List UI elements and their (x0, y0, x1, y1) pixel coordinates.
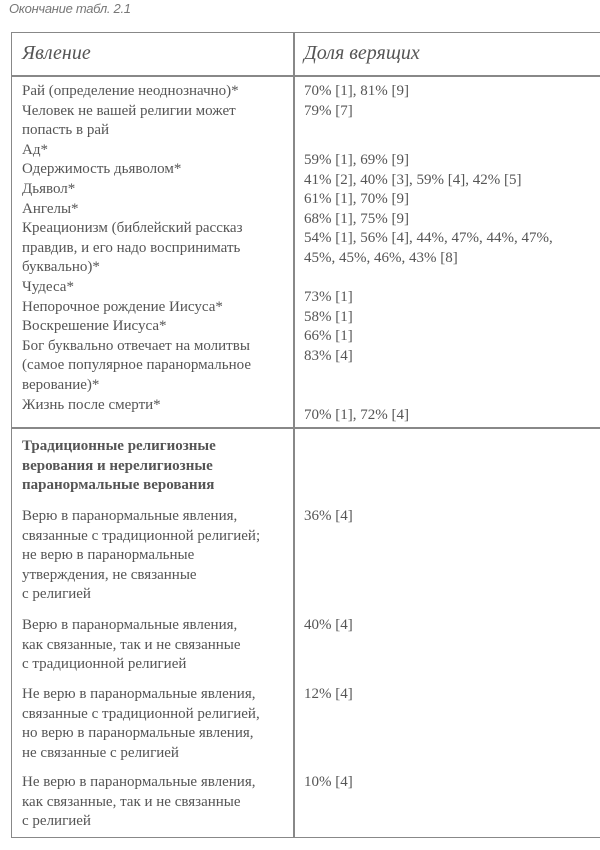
text-line: 45%, 45%, 46%, 43% [8] (304, 249, 458, 266)
text-line: утверждения, не связанные (22, 566, 197, 583)
text-line: не верю в паранормальные (22, 547, 195, 564)
data-table (11, 32, 600, 838)
section1-values-b: 59% [1], 69% [9] 41% [2], 40% [3], 59% [4… (304, 151, 553, 269)
section2-item-label: Не верю в паранормальные явления, как свя… (22, 773, 255, 832)
text-line: 68% [1], 75% [9] (304, 210, 409, 227)
text-line: связанные с традиционной религией, (22, 705, 260, 722)
text-line: Одержимость дьяволом* (22, 161, 182, 178)
text-line: 70% [1], 81% [9] (304, 83, 409, 99)
table-caption: Окончание табл. 2.1 (9, 1, 131, 16)
text-line: 61% [1], 70% [9] (304, 191, 409, 208)
section2-heading: Традиционные религиозные верования и нере… (22, 437, 216, 496)
text-line: Креационизм (библейский рассказ (22, 220, 243, 237)
section1-phenomena: Рай (определение неоднозначно)* Человек н… (22, 82, 251, 415)
text-line: Верю в паранормальные явления, (22, 508, 238, 524)
section2-item-label: Верю в паранормальные явления, как связан… (22, 616, 241, 675)
text-line: 58% [1] (304, 308, 353, 325)
text-line: как связанные, так и не связанные (22, 636, 241, 653)
section2-item-value: 12% [4] (304, 686, 353, 702)
text-line: верование)* (22, 376, 100, 393)
text-line: Ангелы* (22, 200, 79, 217)
text-line: 54% [1], 56% [4], 44%, 47%, 44%, 47%, (304, 230, 553, 247)
text-line: Дьявол* (22, 180, 76, 197)
text-line: 41% [2], 40% [3], 59% [4], 42% [5] (304, 171, 522, 188)
text-line: с религией (22, 586, 91, 603)
text-line: Бог буквально отвечает на молитвы (22, 337, 250, 354)
text-line: с традиционной религией (22, 656, 187, 673)
text-line: Не верю в паранормальные явления, (22, 774, 256, 790)
header-divider (11, 75, 600, 77)
column-divider (293, 32, 295, 838)
section-divider (11, 427, 600, 429)
text-line: 73% [1] (304, 289, 353, 305)
text-line: Рай (определение неоднозначно)* (22, 83, 239, 99)
section1-values-a: 70% [1], 81% [9] 79% [7] (304, 82, 409, 121)
column-header-share: Доля верящих (304, 42, 420, 64)
text-line: но верю в паранормальные явления, (22, 725, 254, 742)
text-line: 66% [1] (304, 328, 353, 345)
text-line: верования и нерелигиозные (22, 457, 213, 474)
section1-values-c: 73% [1] 58% [1] 66% [1] 83% [4] (304, 288, 353, 366)
text-line: Традиционные религиозные (22, 438, 216, 454)
section2-item-value: 10% [4] (304, 774, 353, 790)
section2-item-value: 40% [4] (304, 617, 353, 633)
text-line: 79% [7] (304, 102, 353, 119)
text-line: паранормальные верования (22, 477, 215, 494)
text-line: буквально)* (22, 259, 100, 276)
text-line: Воскрешение Иисуса* (22, 318, 167, 335)
text-line: (самое популярное паранормальное (22, 357, 251, 374)
section2-item-value: 36% [4] (304, 508, 353, 524)
text-line: Непорочное рождение Иисуса* (22, 298, 223, 315)
text-line: 70% [1], 72% [4] (304, 407, 409, 423)
section2-item-label: Верю в паранормальные явления, связанные … (22, 507, 260, 605)
text-line: попасть в рай (22, 122, 110, 139)
section1-values-d: 70% [1], 72% [4] (304, 406, 409, 426)
text-line: Не верю в паранормальные явления, (22, 686, 256, 702)
text-line: Верю в паранормальные явления, (22, 617, 238, 633)
column-header-phenomenon: Явление (22, 42, 91, 64)
text-line: не связанные с религией (22, 744, 179, 761)
text-line: Чудеса* (22, 278, 74, 295)
text-line: связанные с традиционной религией; (22, 527, 261, 544)
text-line: Жизнь после смерти* (22, 396, 161, 413)
text-line: Ад* (22, 141, 48, 158)
text-line: Человек не вашей религии может (22, 102, 236, 119)
text-line: 59% [1], 69% [9] (304, 152, 409, 168)
text-line: 83% [4] (304, 347, 353, 364)
text-line: с религией (22, 813, 91, 830)
text-line: как связанные, так и не связанные (22, 793, 241, 810)
text-line: правдив, и его надо воспринимать (22, 239, 241, 256)
section2-item-label: Не верю в паранормальные явления, связанн… (22, 685, 260, 763)
